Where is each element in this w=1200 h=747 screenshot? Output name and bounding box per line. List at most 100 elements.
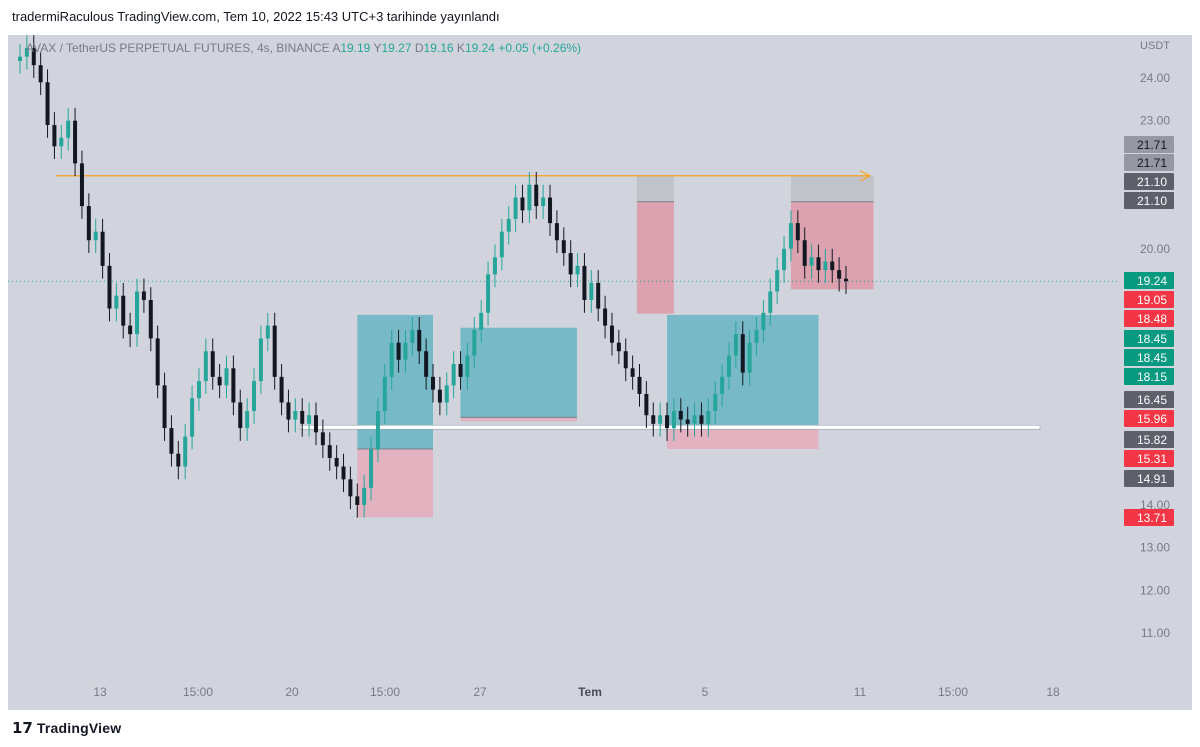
price-label-badge xyxy=(1124,272,1174,289)
candle-body xyxy=(327,445,332,458)
candle-body xyxy=(747,342,752,373)
candle-body xyxy=(403,342,408,360)
price-label-text: 21.71 xyxy=(1137,138,1167,152)
candle-body xyxy=(293,411,298,420)
candle-body xyxy=(775,270,780,292)
candle-body xyxy=(141,291,146,300)
price-label-text: 21.10 xyxy=(1137,194,1167,208)
candle-body xyxy=(313,415,318,433)
price-label-text: 15.96 xyxy=(1137,412,1167,426)
y-tick-label: 24.00 xyxy=(1140,71,1170,85)
candle-body xyxy=(513,197,518,219)
candle-body xyxy=(79,163,84,207)
candle-body xyxy=(623,351,628,369)
candles-layer xyxy=(18,35,848,518)
candle-body xyxy=(754,329,759,343)
symbol-legend-text: AVAX / TetherUS PERPETUAL FUTURES, 4s, B… xyxy=(26,41,581,55)
price-label-badge xyxy=(1124,349,1174,366)
candle-body xyxy=(809,257,814,266)
candle-body xyxy=(73,120,78,164)
position-stop-zone xyxy=(460,417,577,422)
price-label-text: 18.45 xyxy=(1137,351,1167,365)
price-labels: 21.71 21.71 21.10 21.10 19.24 19.05 18.48 18.45… xyxy=(1124,136,1174,526)
candle-body xyxy=(410,329,415,343)
candle-body xyxy=(231,368,236,403)
price-label-badge xyxy=(1124,173,1174,190)
price-label-badge xyxy=(1124,509,1174,526)
y-tick-label: 13.00 xyxy=(1140,541,1170,555)
y-tick-label: 14.00 xyxy=(1140,498,1170,512)
candle-body xyxy=(830,261,835,271)
candle-body xyxy=(307,415,312,424)
candle-body xyxy=(224,368,229,386)
price-label-badge xyxy=(1124,136,1174,153)
price-label-text: 18.48 xyxy=(1137,312,1167,326)
candle-body xyxy=(190,398,195,437)
candle-body xyxy=(499,231,504,258)
candle-body xyxy=(52,124,57,147)
footer: 𝟭𝟳 TradingView xyxy=(12,718,121,738)
price-label-text: 21.71 xyxy=(1137,156,1167,170)
position-stop-zone xyxy=(636,175,674,202)
price-label-badge xyxy=(1124,192,1174,209)
candle-body xyxy=(135,291,140,335)
price-label-badge xyxy=(1124,310,1174,327)
x-tick-label: 15:00 xyxy=(183,685,213,699)
x-tick-label: Tem xyxy=(578,685,602,699)
y-tick-label: 11.00 xyxy=(1141,626,1170,640)
candle-body xyxy=(183,436,188,467)
candle-body xyxy=(334,457,339,467)
candle-body xyxy=(272,325,277,377)
symbol-legend: AVAX / TetherUS PERPETUAL FUTURES, 4s, B… xyxy=(26,41,581,55)
candle-body xyxy=(795,223,800,241)
candle-body xyxy=(479,312,484,330)
candle-body xyxy=(726,355,731,377)
publish-header: tradermiRaculous TradingView.com, Tem 10… xyxy=(12,9,500,24)
candle-body xyxy=(162,385,167,429)
price-label-badge xyxy=(1124,391,1174,408)
candle-body xyxy=(279,376,284,403)
candle-body xyxy=(609,325,614,343)
candle-body xyxy=(802,240,807,266)
candle-body xyxy=(417,329,422,352)
position-stop-zone xyxy=(790,175,874,202)
candle-body xyxy=(637,376,642,394)
x-tick-label: 11 xyxy=(854,685,867,699)
candle-body xyxy=(575,265,580,275)
candle-body xyxy=(300,411,305,424)
candle-body xyxy=(210,351,215,377)
candle-body xyxy=(458,364,463,377)
candle-body xyxy=(692,415,697,424)
candle-body xyxy=(382,376,387,411)
x-tick-label: 27 xyxy=(473,685,487,699)
chart-frame[interactable]: 24.00 23.00 20.00 14.00 13.00 12.00 11.00 USDT 1… xyxy=(8,35,1192,710)
x-tick-label: 20 xyxy=(285,685,299,699)
candle-body xyxy=(38,65,43,83)
price-label-text: 13.71 xyxy=(1137,511,1167,525)
support-line xyxy=(299,424,1041,430)
candle-body xyxy=(788,223,793,249)
candle-body xyxy=(706,411,711,424)
candle-body xyxy=(548,197,553,224)
price-label-text: 18.15 xyxy=(1137,370,1167,384)
x-tick-label: 15:00 xyxy=(370,685,400,699)
candle-body xyxy=(761,312,766,330)
price-label-text: 14.91 xyxy=(1137,472,1167,486)
candle-body xyxy=(720,376,725,394)
candle-body xyxy=(341,466,346,480)
price-label-text: 15.82 xyxy=(1137,433,1167,447)
y-tick-label: 20.00 xyxy=(1140,242,1170,256)
candle-body xyxy=(616,342,621,352)
candle-body xyxy=(238,402,243,429)
candle-body xyxy=(816,257,821,271)
candle-body xyxy=(107,265,112,309)
candle-body xyxy=(554,223,559,241)
price-chart[interactable]: 24.00 23.00 20.00 14.00 13.00 12.00 11.00 USDT 1… xyxy=(8,35,1192,710)
candle-body xyxy=(148,300,153,339)
candle-body xyxy=(31,48,36,66)
x-tick-label: 18 xyxy=(1046,685,1060,699)
candle-body xyxy=(396,342,401,360)
candle-body xyxy=(768,291,773,313)
price-label-badge xyxy=(1124,410,1174,427)
candle-body xyxy=(603,308,608,326)
